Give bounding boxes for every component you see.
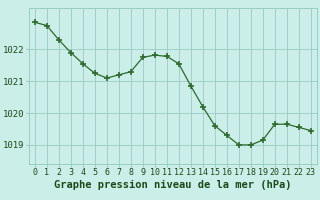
X-axis label: Graphe pression niveau de la mer (hPa): Graphe pression niveau de la mer (hPa) [54,180,292,190]
